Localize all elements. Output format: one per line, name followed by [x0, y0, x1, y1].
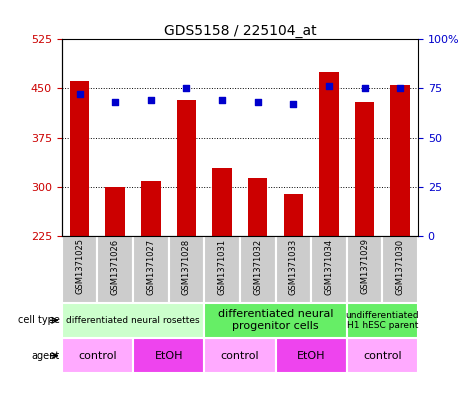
Text: cell type: cell type: [18, 315, 60, 325]
Text: differentiated neural rosettes: differentiated neural rosettes: [66, 316, 200, 325]
Bar: [133, 236, 169, 303]
Point: [147, 97, 155, 103]
Bar: [204, 338, 276, 373]
Text: GSM1371031: GSM1371031: [218, 239, 227, 295]
Point: [111, 99, 119, 105]
Title: GDS5158 / 225104_at: GDS5158 / 225104_at: [163, 24, 316, 38]
Text: EtOH: EtOH: [297, 351, 325, 361]
Point: [361, 85, 369, 92]
Bar: [240, 236, 276, 303]
Bar: [62, 338, 133, 373]
Bar: [276, 236, 311, 303]
Text: GSM1371025: GSM1371025: [75, 239, 84, 294]
Bar: [355, 101, 374, 236]
Bar: [97, 236, 133, 303]
Bar: [169, 236, 204, 303]
Bar: [62, 236, 97, 303]
Bar: [204, 303, 347, 338]
Text: differentiated neural
progenitor cells: differentiated neural progenitor cells: [218, 310, 333, 331]
Bar: [382, 236, 418, 303]
Bar: [347, 236, 382, 303]
Text: undifferentiated
H1 hESC parent: undifferentiated H1 hESC parent: [346, 310, 419, 330]
Bar: [62, 303, 204, 338]
Bar: [311, 236, 347, 303]
Text: GSM1371034: GSM1371034: [324, 239, 333, 295]
Text: GSM1371030: GSM1371030: [396, 239, 405, 295]
Bar: [347, 303, 418, 338]
Point: [289, 101, 297, 107]
Bar: [276, 338, 347, 373]
Bar: [390, 85, 410, 236]
Text: control: control: [78, 351, 117, 361]
Bar: [70, 81, 89, 236]
Bar: [212, 168, 232, 236]
Bar: [204, 236, 240, 303]
Point: [218, 97, 226, 103]
Text: EtOH: EtOH: [154, 351, 183, 361]
Text: GSM1371028: GSM1371028: [182, 239, 191, 295]
Bar: [105, 187, 125, 236]
Point: [182, 85, 190, 92]
Point: [396, 85, 404, 92]
Text: GSM1371027: GSM1371027: [146, 239, 155, 295]
Bar: [248, 178, 267, 236]
Text: control: control: [363, 351, 402, 361]
Text: agent: agent: [32, 351, 60, 361]
Point: [76, 91, 84, 97]
Bar: [177, 100, 196, 236]
Point: [325, 83, 332, 90]
Text: GSM1371033: GSM1371033: [289, 239, 298, 295]
Text: GSM1371032: GSM1371032: [253, 239, 262, 295]
Bar: [319, 72, 339, 236]
Point: [254, 99, 261, 105]
Text: GSM1371026: GSM1371026: [111, 239, 120, 295]
Text: control: control: [220, 351, 259, 361]
Bar: [284, 194, 303, 236]
Text: GSM1371029: GSM1371029: [360, 239, 369, 294]
Bar: [141, 182, 161, 236]
Bar: [133, 338, 204, 373]
Bar: [347, 338, 418, 373]
